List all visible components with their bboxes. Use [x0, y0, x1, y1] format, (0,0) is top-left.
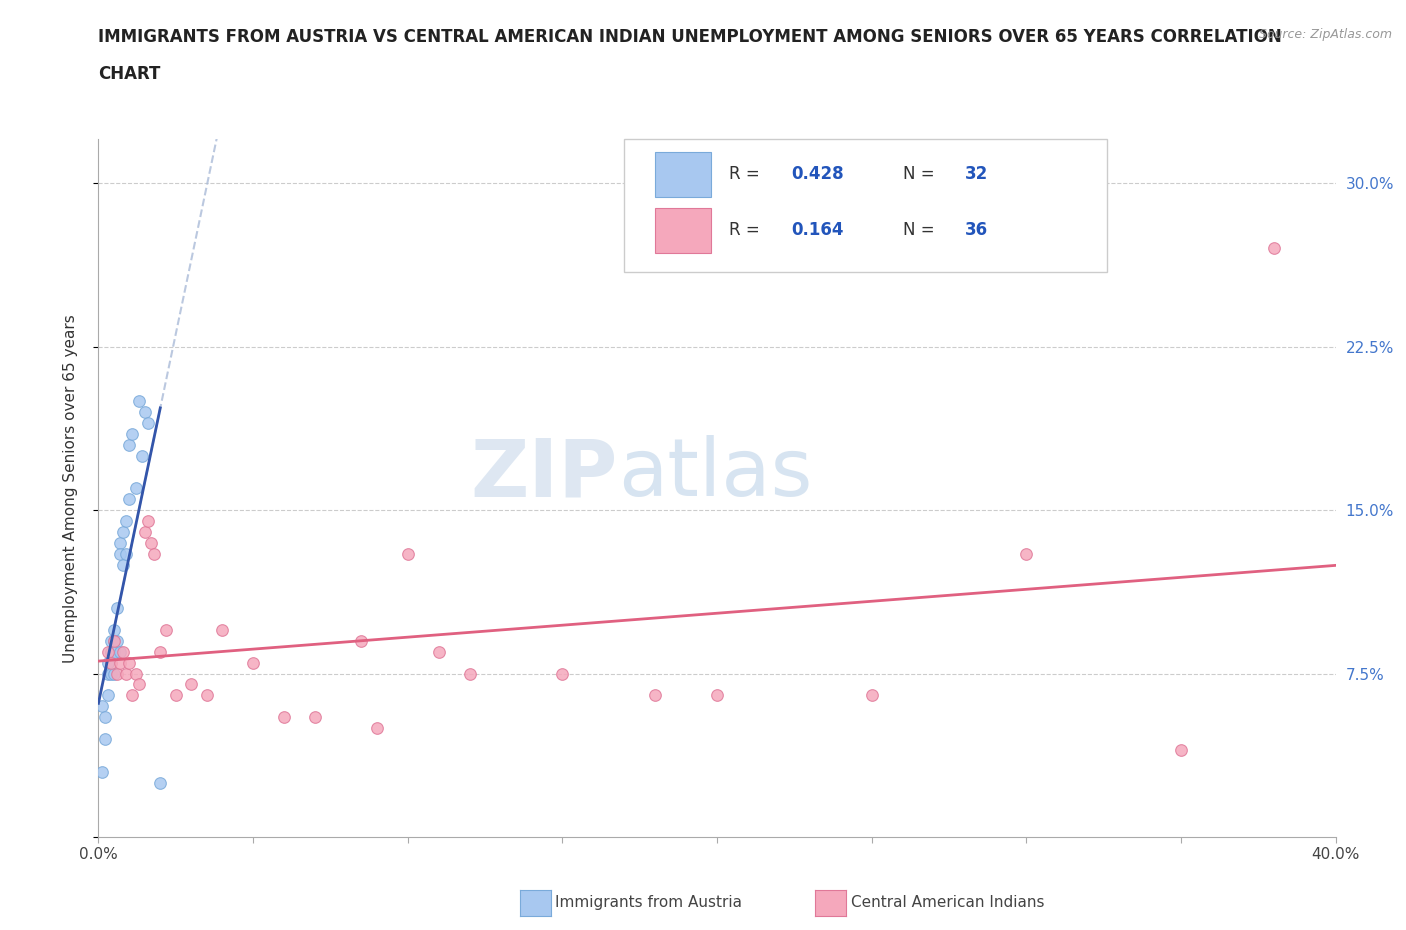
Text: Immigrants from Austria: Immigrants from Austria: [555, 895, 742, 910]
Point: [860, 688, 883, 703]
Point: [134, 405, 156, 419]
Point: [90, 764, 112, 779]
Point: [100, 633, 122, 648]
Point: [108, 536, 131, 551]
Point: [136, 416, 159, 431]
Point: [128, 393, 150, 408]
Point: [242, 656, 264, 671]
Point: [103, 633, 125, 648]
Point: [97, 666, 120, 681]
Point: [551, 666, 574, 681]
Point: [134, 525, 156, 539]
Point: [115, 666, 138, 681]
FancyBboxPatch shape: [655, 207, 711, 253]
Point: [97, 688, 120, 703]
Point: [1263, 241, 1285, 256]
Point: [706, 688, 728, 703]
Point: [118, 656, 141, 671]
Point: [304, 710, 326, 724]
Text: CHART: CHART: [98, 65, 160, 83]
Point: [93, 710, 115, 724]
Point: [155, 622, 177, 637]
Point: [100, 644, 122, 659]
Point: [139, 536, 162, 551]
Text: IMMIGRANTS FROM AUSTRIA VS CENTRAL AMERICAN INDIAN UNEMPLOYMENT AMONG SENIORS OV: IMMIGRANTS FROM AUSTRIA VS CENTRAL AMERI…: [98, 28, 1282, 46]
Text: R =: R =: [730, 166, 765, 183]
Text: N =: N =: [903, 166, 939, 183]
Text: R =: R =: [730, 221, 765, 239]
Point: [103, 622, 125, 637]
Point: [180, 677, 202, 692]
Text: atlas: atlas: [619, 435, 813, 513]
Text: ZIP: ZIP: [471, 435, 619, 513]
Point: [165, 688, 187, 703]
Point: [121, 426, 143, 441]
Point: [396, 546, 419, 561]
Point: [108, 644, 131, 659]
Point: [108, 546, 131, 561]
Point: [103, 666, 125, 681]
Point: [100, 656, 122, 671]
Point: [273, 710, 295, 724]
Point: [124, 666, 146, 681]
Point: [103, 644, 125, 659]
Point: [1015, 546, 1038, 561]
Y-axis label: Unemployment Among Seniors over 65 years: Unemployment Among Seniors over 65 years: [63, 314, 77, 662]
Point: [136, 513, 159, 528]
Point: [149, 775, 172, 790]
Point: [105, 633, 128, 648]
Point: [121, 688, 143, 703]
Point: [112, 525, 135, 539]
Point: [105, 601, 128, 616]
FancyBboxPatch shape: [655, 152, 711, 197]
Point: [427, 644, 450, 659]
Text: N =: N =: [903, 221, 939, 239]
Point: [103, 633, 125, 648]
Point: [131, 448, 153, 463]
Point: [366, 721, 388, 736]
Point: [112, 557, 135, 572]
Point: [195, 688, 218, 703]
Text: Central American Indians: Central American Indians: [851, 895, 1045, 910]
Text: 0.164: 0.164: [792, 221, 844, 239]
Point: [211, 622, 233, 637]
Point: [350, 633, 373, 648]
Point: [105, 666, 128, 681]
Point: [118, 492, 141, 507]
FancyBboxPatch shape: [624, 140, 1107, 272]
Point: [97, 656, 120, 671]
Point: [644, 688, 666, 703]
Text: 0.428: 0.428: [792, 166, 844, 183]
Point: [128, 677, 150, 692]
Point: [93, 732, 115, 747]
Point: [100, 666, 122, 681]
Point: [124, 481, 146, 496]
Point: [112, 644, 135, 659]
Point: [143, 546, 166, 561]
Text: Source: ZipAtlas.com: Source: ZipAtlas.com: [1258, 28, 1392, 41]
Point: [108, 656, 131, 671]
Point: [458, 666, 481, 681]
Point: [90, 698, 112, 713]
Text: 32: 32: [965, 166, 988, 183]
Point: [118, 437, 141, 452]
Point: [149, 644, 172, 659]
Text: 36: 36: [965, 221, 987, 239]
Point: [1170, 742, 1192, 757]
Point: [115, 546, 138, 561]
Point: [115, 513, 138, 528]
Point: [97, 644, 120, 659]
